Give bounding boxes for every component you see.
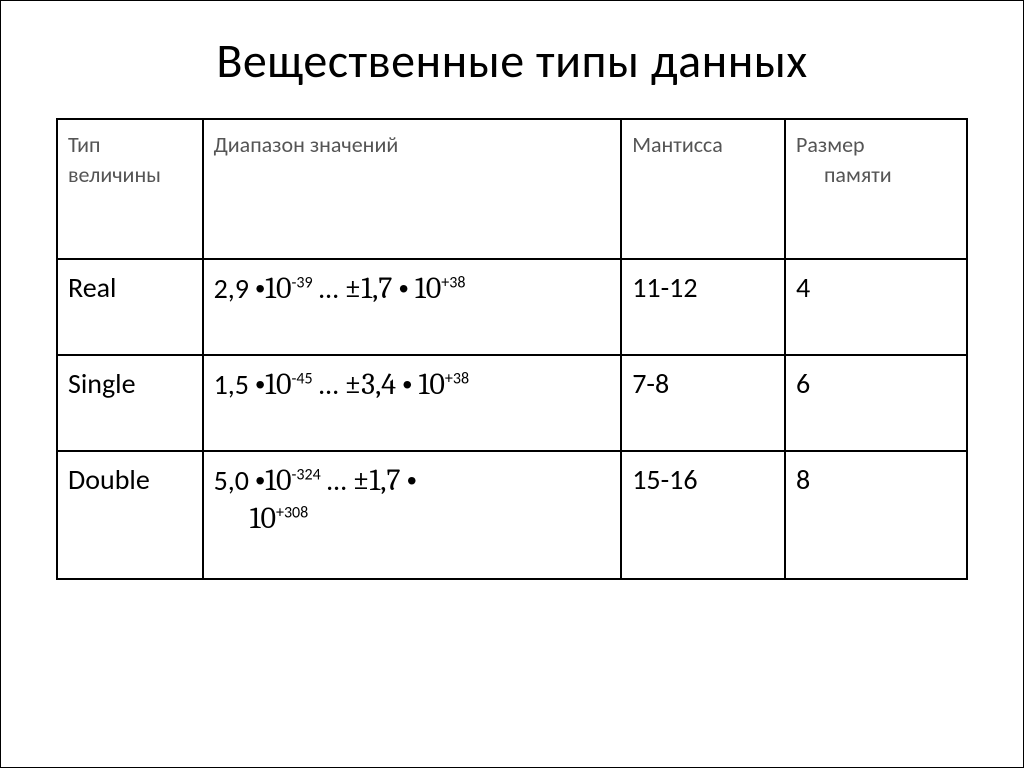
cell-type: Real (57, 259, 203, 355)
table-body: Real2,9 •10-39 … ±1,7 • 10+3811-124Singl… (57, 259, 967, 579)
cell-size: 4 (785, 259, 967, 355)
slide: Вещественные типы данных Типвеличины Диа… (1, 1, 1023, 767)
cell-mantissa: 7-8 (621, 355, 785, 451)
table-row: Real2,9 •10-39 … ±1,7 • 10+3811-124 (57, 259, 967, 355)
col-type: Типвеличины (57, 119, 203, 259)
cell-type: Double (57, 451, 203, 579)
cell-mantissa: 15-16 (621, 451, 785, 579)
col-size: Размерпамяти (785, 119, 967, 259)
table-header-row: Типвеличины Диапазон значений Мантисса Р… (57, 119, 967, 259)
cell-range: 5,0 •10-324 … ±1,7 •10+308 (203, 451, 622, 579)
cell-mantissa: 11-12 (621, 259, 785, 355)
cell-type: Single (57, 355, 203, 451)
col-range: Диапазон значений (203, 119, 622, 259)
col-mantissa: Мантисса (621, 119, 785, 259)
cell-size: 8 (785, 451, 967, 579)
cell-range: 1,5 •10-45 … ±3,4 • 10+38 (203, 355, 622, 451)
cell-size: 6 (785, 355, 967, 451)
cell-range: 2,9 •10-39 … ±1,7 • 10+38 (203, 259, 622, 355)
real-types-table: Типвеличины Диапазон значений Мантисса Р… (56, 118, 968, 580)
table-row: Double5,0 •10-324 … ±1,7 •10+30815-168 (57, 451, 967, 579)
page-title: Вещественные типы данных (56, 31, 968, 90)
table-row: Single1,5 •10-45 … ±3,4 • 10+387-86 (57, 355, 967, 451)
